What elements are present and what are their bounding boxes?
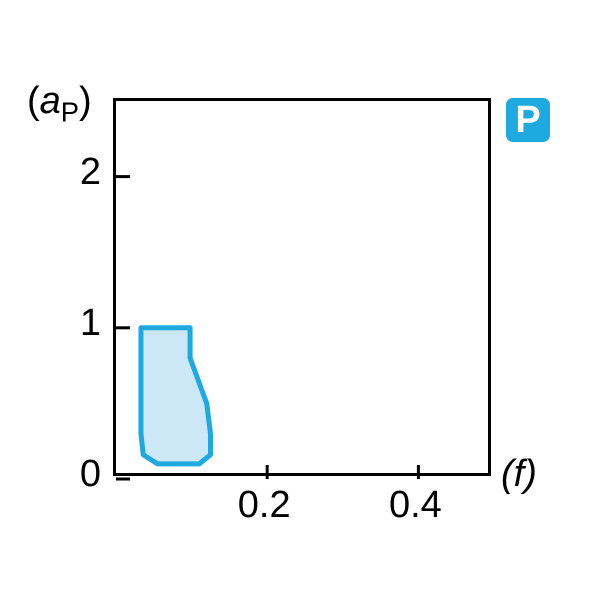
x-tick-label: 0.4 — [385, 484, 445, 527]
x-tick-label: 0.2 — [234, 484, 294, 527]
y-axis-title-paren-close: ) — [79, 80, 92, 122]
plot-area — [113, 98, 491, 476]
y-axis-title-subscript: P — [61, 97, 79, 128]
y-tick-label: 0 — [80, 453, 101, 496]
x-axis-title-text: (f) — [501, 453, 537, 495]
y-tick-label: 2 — [80, 151, 101, 194]
y-axis-title-letter: a — [40, 80, 61, 122]
feed-depth-region — [141, 328, 211, 464]
grade-badge: P — [506, 98, 550, 142]
plot-svg — [116, 101, 494, 479]
y-axis-title-paren-open: ( — [27, 80, 40, 122]
chart-stage: (aP) (f) P 0120.20.4 — [0, 0, 600, 600]
grade-badge-text: P — [515, 99, 540, 142]
y-axis-title: (aP) — [27, 80, 92, 129]
y-tick-label: 1 — [80, 302, 101, 345]
x-axis-title: (f) — [501, 453, 537, 496]
